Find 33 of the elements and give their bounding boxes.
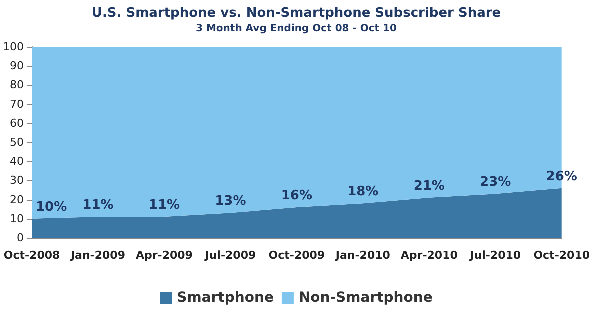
y-tick-label: 40 [10, 155, 24, 168]
data-label: 16% [281, 188, 312, 204]
data-label: 26% [546, 169, 578, 184]
data-label: 23% [480, 175, 512, 190]
x-tick-label: Jan-2010 [334, 249, 391, 262]
data-label: 11% [148, 198, 180, 213]
x-tick-label: Oct-2009 [268, 249, 326, 262]
x-tick-label: Apr-2009 [136, 249, 193, 262]
y-tick-label: 10 [10, 212, 24, 226]
y-tick-label: 50 [10, 136, 24, 149]
y-tick-label: 60 [10, 116, 24, 130]
x-tick-label: Jul-2009 [204, 249, 256, 262]
y-tick-label: 90 [10, 60, 24, 73]
legend-label: Smartphone [177, 290, 274, 306]
y-tick-label: 20 [10, 193, 24, 206]
chart-subtitle: 3 Month Avg Ending Oct 08 - Oct 10 [196, 24, 397, 34]
data-label: 21% [414, 178, 445, 194]
legend-label: Non-Smartphone [298, 290, 433, 306]
x-tick-label: Apr-2010 [400, 249, 458, 262]
data-label: 18% [348, 184, 379, 200]
y-tick-label: 80 [10, 78, 24, 92]
x-tick-label: Oct-2010 [534, 249, 590, 262]
y-tick-label: 100 [3, 40, 24, 54]
x-tick-label: Jul-2010 [469, 249, 522, 262]
y-tick-label: 0 [17, 232, 24, 244]
y-tick-label: 70 [10, 98, 24, 111]
x-tick-label: Oct-2008 [4, 249, 60, 262]
data-label: 13% [215, 194, 246, 210]
data-label: 10% [36, 200, 68, 215]
data-label: 11% [82, 198, 114, 213]
chart-title: U.S. Smartphone vs. Non-Smartphone Subscriber Share [92, 6, 502, 21]
y-tick-label: 30 [10, 174, 24, 188]
x-tick-label: Jan-2009 [70, 249, 126, 262]
